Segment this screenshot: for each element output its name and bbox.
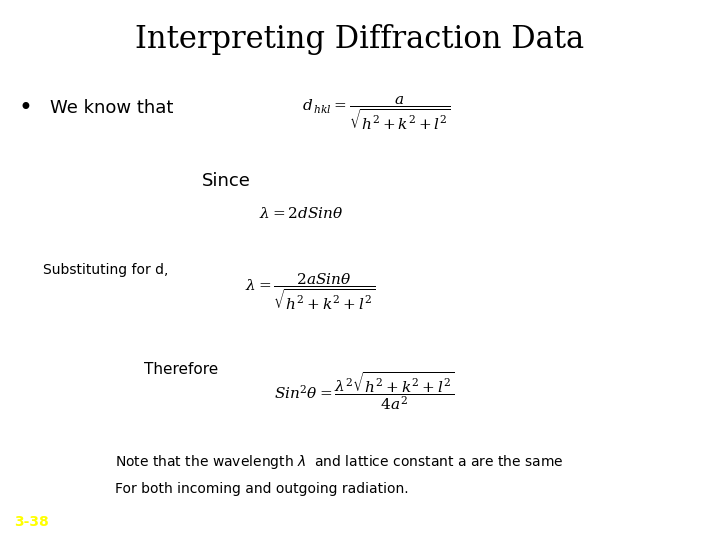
Text: •: • xyxy=(18,96,32,120)
Text: Note that the wavelength $\lambda$  and lattice constant a are the same: Note that the wavelength $\lambda$ and l… xyxy=(115,453,564,471)
Text: $\lambda = 2dSin\theta$: $\lambda = 2dSin\theta$ xyxy=(259,206,343,221)
Text: $d_{\,hkl} = \dfrac{a}{\sqrt{h^2 + k^2 + l^2}}$: $d_{\,hkl} = \dfrac{a}{\sqrt{h^2 + k^2 +… xyxy=(302,94,451,132)
Text: We know that: We know that xyxy=(50,99,174,117)
Text: Since: Since xyxy=(202,172,251,190)
Text: 3-38: 3-38 xyxy=(14,515,49,529)
Text: Therefore: Therefore xyxy=(144,362,218,377)
Text: Substituting for d,: Substituting for d, xyxy=(43,263,168,277)
Text: For both incoming and outgoing radiation.: For both incoming and outgoing radiation… xyxy=(115,482,409,496)
Text: $Sin^2\theta = \dfrac{\lambda^2\sqrt{h^2 + k^2 + l^2}}{4a^2}$: $Sin^2\theta = \dfrac{\lambda^2\sqrt{h^2… xyxy=(274,370,454,413)
Text: $\lambda = \dfrac{2aSin\theta}{\sqrt{h^2 + k^2 + l^2}}$: $\lambda = \dfrac{2aSin\theta}{\sqrt{h^2… xyxy=(245,272,375,312)
Text: Interpreting Diffraction Data: Interpreting Diffraction Data xyxy=(135,24,585,55)
